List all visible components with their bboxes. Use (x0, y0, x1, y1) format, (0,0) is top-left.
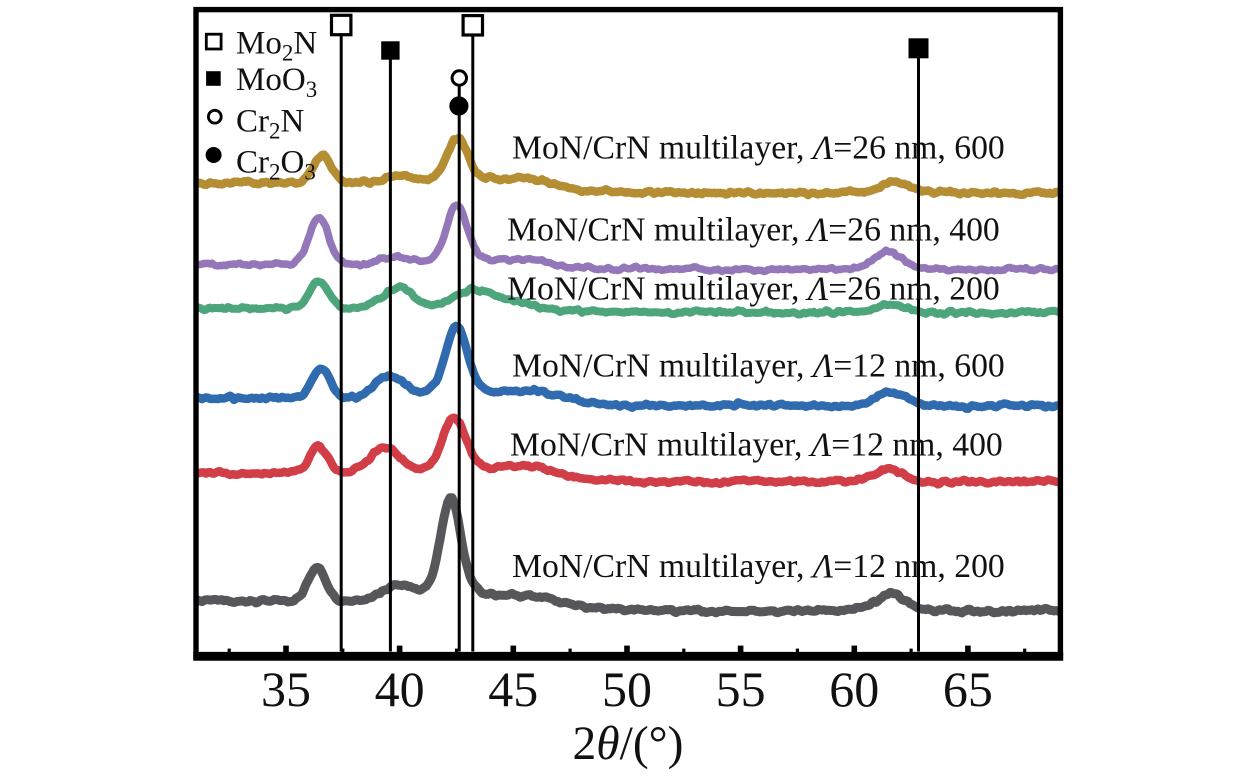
svg-text:Mo2N: Mo2N (236, 25, 317, 65)
svg-text:40: 40 (375, 661, 425, 717)
svg-text:MoN/CrN multilayer, Λ=12 nm, 4: MoN/CrN multilayer, Λ=12 nm, 400 (510, 427, 1003, 464)
svg-text:MoN/CrN multilayer, Λ=12 nm, 2: MoN/CrN multilayer, Λ=12 nm, 200 (512, 548, 1005, 585)
svg-text:55: 55 (716, 661, 766, 717)
svg-text:MoN/CrN multilayer, Λ=26 nm, 4: MoN/CrN multilayer, Λ=26 nm, 400 (507, 212, 1000, 249)
svg-text:35: 35 (261, 661, 311, 717)
svg-text:65: 65 (943, 661, 993, 717)
svg-text:50: 50 (602, 661, 652, 717)
svg-text:MoN/CrN multilayer, Λ=12 nm, 6: MoN/CrN multilayer, Λ=12 nm, 600 (512, 348, 1005, 385)
svg-text:Cr2N: Cr2N (236, 104, 305, 144)
svg-text:MoN/CrN multilayer, Λ=26 nm, 2: MoN/CrN multilayer, Λ=26 nm, 200 (507, 271, 1000, 308)
svg-text:MoN/CrN multilayer, Λ=26 nm, 6: MoN/CrN multilayer, Λ=26 nm, 600 (512, 130, 1005, 167)
svg-text:2θ/(°): 2θ/(°) (573, 718, 684, 770)
svg-text:45: 45 (488, 661, 538, 717)
svg-text:60: 60 (829, 661, 879, 717)
svg-text:MoO3: MoO3 (236, 62, 317, 102)
